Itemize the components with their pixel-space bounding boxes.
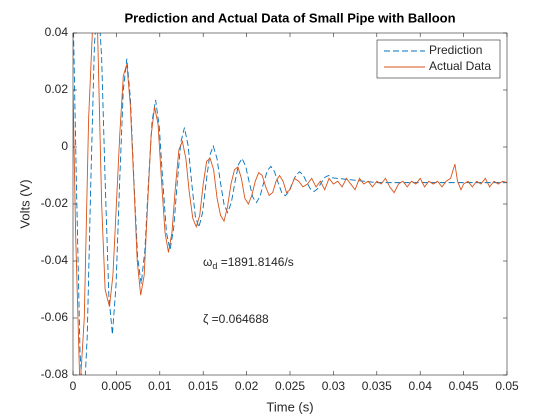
legend-label: Prediction: [429, 43, 482, 57]
y-tick-label: -0.04: [41, 253, 69, 267]
x-tick-label: 0.045: [449, 379, 479, 393]
series-line: [73, 33, 507, 375]
y-tick-label: 0.02: [45, 82, 69, 96]
legend-label: Actual Data: [429, 59, 491, 73]
annotation-subscript: d: [212, 261, 217, 271]
annotation-symbol: ω: [203, 255, 212, 269]
x-tick-label: 0.05: [495, 379, 519, 393]
y-axis-label: Volts (V): [17, 179, 32, 228]
chart-title: Prediction and Actual Data of Small Pipe…: [124, 10, 455, 25]
legend-box: [376, 39, 501, 79]
x-tick-label: 0.015: [188, 379, 218, 393]
y-tick-label: 0: [61, 139, 68, 153]
annotation-text: =1891.8146/s: [217, 255, 293, 269]
y-tick-label: 0.04: [45, 25, 69, 39]
x-tick-label: 0.02: [235, 379, 259, 393]
x-tick-label: 0.025: [275, 379, 305, 393]
x-tick-label: 0: [70, 379, 77, 393]
annotation: ωd =1891.8146/s: [203, 255, 294, 271]
x-axis-label: Time (s): [266, 399, 313, 414]
x-tick-label: 0.01: [148, 379, 172, 393]
x-tick-label: 0.005: [101, 379, 131, 393]
plot-area: [73, 33, 507, 375]
y-tick-label: -0.02: [41, 196, 69, 210]
y-tick-label: -0.08: [41, 367, 69, 381]
annotation: ζ =0.064688: [203, 312, 269, 326]
legend: Prediction Actual Data: [376, 39, 501, 79]
x-tick-label: 0.035: [362, 379, 392, 393]
annotation-symbol: ζ: [203, 312, 209, 326]
y-tick-label: -0.06: [41, 310, 69, 324]
x-tick-label: 0.03: [322, 379, 346, 393]
annotation-text: =0.064688: [208, 312, 269, 326]
x-tick-label: 0.04: [409, 379, 433, 393]
lines: [73, 33, 507, 375]
series-line: [73, 33, 507, 375]
